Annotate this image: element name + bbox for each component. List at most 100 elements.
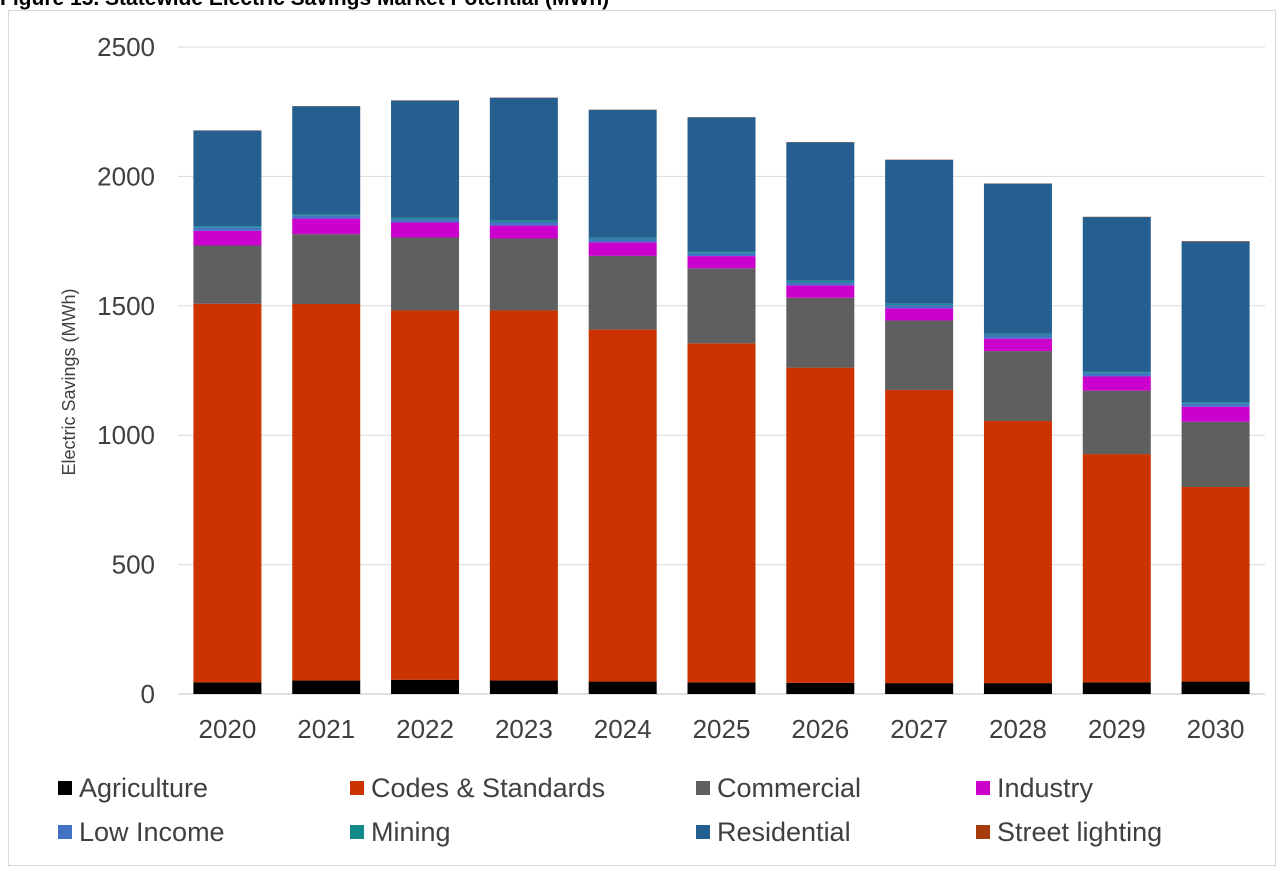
bar-segment-codes-standards [687, 343, 756, 683]
x-tick-label: 2021 [297, 714, 355, 744]
x-tick-label: 2023 [495, 714, 553, 744]
bar-segment-commercial [193, 245, 262, 304]
bar-segment-industry [687, 256, 756, 269]
bar-stack-2023 [489, 97, 558, 694]
bar-segment-codes-standards [193, 303, 262, 683]
y-axis-label: Electric Savings (MWh) [59, 288, 79, 475]
bar-segment-residential [489, 97, 558, 221]
bar-segment-codes-standards [489, 310, 558, 681]
legend-label: Commercial [717, 772, 862, 803]
bar-segment-agriculture [687, 682, 756, 694]
legend-swatch [696, 825, 710, 839]
bar-segment-industry [193, 230, 262, 246]
axis-tick-labels: 0 500 1000 1500 2000 2500 2020 2021 2022 2023 2024… [97, 32, 1244, 744]
bar-stack-2024 [588, 109, 657, 694]
bar-segment-mining [885, 303, 954, 306]
legend-label: Mining [371, 816, 451, 847]
legend-item-codes-standards: Codes & Standards [350, 772, 696, 804]
bar-segment-agriculture [983, 683, 1052, 694]
bar-segment-low-income [489, 221, 558, 226]
bar-segment-residential [885, 159, 954, 304]
x-tick-label: 2029 [1088, 714, 1146, 744]
bar-segment-agriculture [391, 679, 460, 694]
bar-segment-agriculture [1082, 682, 1151, 694]
bar-segment-mining [391, 217, 460, 220]
y-tick-label: 1000 [97, 420, 155, 450]
bar-segment-low-income [1082, 372, 1151, 377]
bar-stack-2020 [193, 130, 262, 694]
bar-segment-codes-standards [391, 310, 460, 680]
bar-stack-2028 [983, 183, 1052, 694]
bar-segment-low-income [193, 227, 262, 231]
x-tick-label: 2028 [989, 714, 1047, 744]
bar-segment-low-income [687, 252, 756, 257]
x-tick-label: 2024 [594, 714, 652, 744]
bar-segment-commercial [391, 237, 460, 311]
legend-label: Agriculture [79, 772, 209, 803]
legend-item-low-income: Low Income [58, 816, 350, 848]
y-tick-label: 0 [141, 679, 155, 709]
bar-segment-residential [193, 130, 262, 227]
bar-segment-agriculture [489, 680, 558, 694]
bar-segment-mining [687, 251, 756, 253]
bar-segment-residential [786, 142, 855, 281]
bar-segment-commercial [1181, 421, 1250, 487]
bar-segment-low-income [983, 335, 1052, 339]
bar-segment-codes-standards [588, 329, 657, 682]
legend-item-residential: Residential [696, 816, 976, 848]
legend-item-industry: Industry [976, 772, 1268, 804]
bar-segment-mining [193, 226, 262, 228]
x-tick-label: 2026 [791, 714, 849, 744]
bar-segment-residential [983, 183, 1052, 334]
bar-segment-industry [1082, 376, 1151, 391]
y-tick-label: 2000 [97, 161, 155, 191]
legend-label: Codes & Standards [371, 772, 606, 803]
bar-segment-commercial [885, 320, 954, 390]
bar-segment-industry [1181, 406, 1250, 422]
bar-segment-industry [292, 218, 361, 235]
bar-segment-low-income [292, 215, 361, 219]
bar-segment-residential [292, 106, 361, 214]
legend-swatch [350, 781, 364, 795]
bar-segment-residential [687, 117, 756, 252]
chart-area-frame [8, 10, 1276, 866]
bar-segment-industry [983, 338, 1052, 352]
bar-segment-residential [588, 109, 657, 238]
bar-segment-mining [983, 333, 1052, 336]
chart-legend: Agriculture Codes & Standards Commercial In… [58, 772, 1268, 848]
bar-segment-agriculture [885, 683, 954, 694]
bar-stacks [193, 97, 1250, 694]
bar-segment-residential [1082, 217, 1151, 372]
bar-segment-agriculture [292, 680, 361, 694]
figure-title: Figure 15. Statewide Electric Savings Ma… [0, 0, 609, 11]
bar-segment-mining [489, 220, 558, 222]
y-tick-label: 1500 [97, 291, 155, 321]
y-tick-label: 500 [112, 550, 155, 580]
bar-segment-low-income [391, 219, 460, 223]
x-tick-label: 2022 [396, 714, 454, 744]
bar-segment-mining [588, 237, 657, 240]
legend-swatch [976, 825, 990, 839]
bar-segment-low-income [885, 305, 954, 309]
bar-segment-commercial [489, 238, 558, 311]
bar-segment-industry [489, 225, 558, 239]
legend-label: Industry [997, 772, 1094, 803]
bar-segment-commercial [687, 268, 756, 344]
legend-swatch [58, 825, 72, 839]
bar-segment-commercial [588, 255, 657, 330]
bar-segment-residential [391, 100, 460, 218]
bar-segment-codes-standards [885, 389, 954, 684]
legend-item-street-lighting: Street lighting [976, 816, 1268, 848]
bar-segment-industry [391, 222, 460, 238]
x-tick-label: 2025 [693, 714, 751, 744]
x-tick-label: 2020 [198, 714, 256, 744]
bar-stack-2022 [391, 100, 460, 694]
legend-swatch [350, 825, 364, 839]
bar-stack-2027 [885, 159, 954, 694]
bar-segment-agriculture [1181, 681, 1250, 694]
x-tick-label: 2027 [890, 714, 948, 744]
bar-stack-2030 [1181, 241, 1250, 694]
bar-segment-codes-standards [983, 420, 1052, 684]
bar-segment-agriculture [786, 682, 855, 694]
